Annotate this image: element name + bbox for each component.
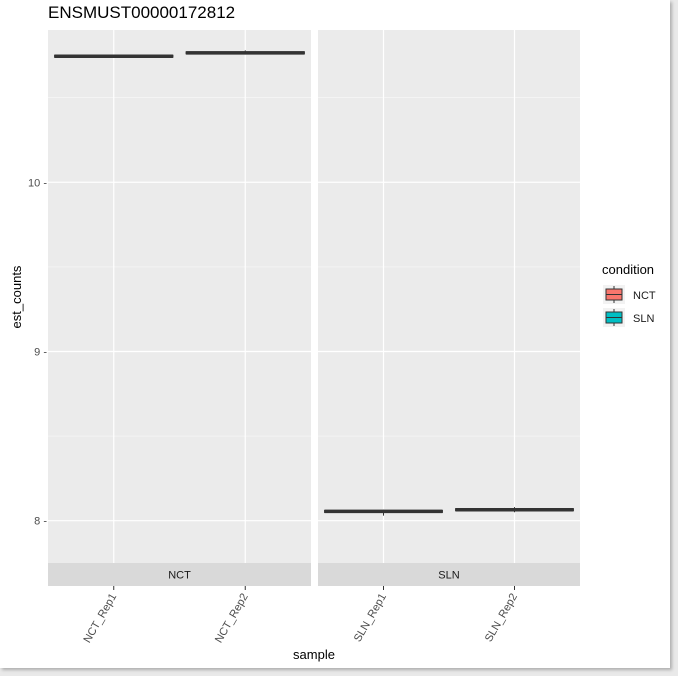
facet-strip-label: NCT [168,570,191,582]
y-axis: 8 - 9 - 10 - [28,177,47,527]
facet-panel-sln: SLN SLN_Rep1 SLN_Rep2 [318,30,580,644]
box-nct-rep2 [185,50,305,55]
y-tick-label: 10 - [28,177,47,189]
y-tick-label: 8 - [34,516,47,528]
facet-panel-nct: NCT NCT_Rep1 NCT_Rep2 [48,30,311,645]
panel-background [48,30,311,563]
x-tick-label: NCT_Rep2 [213,592,251,646]
legend-title: condition [602,262,654,277]
x-tick-label: NCT_Rep1 [81,592,119,646]
facet-strip [48,563,311,586]
x-axis-label: sample [293,647,335,662]
facet-strip [318,563,580,586]
y-tick-label: 9 - [34,346,47,358]
box-sln-rep2 [455,507,574,513]
y-axis-label: est_counts [9,265,24,328]
facet-strip-label: SLN [438,570,459,582]
legend-key-nct [603,285,625,304]
plot-frame: ENSMUST00000172812 est_counts sample NCT… [0,0,670,668]
facet-panels: NCT NCT_Rep1 NCT_Rep2 SLN SLN_Rep1 SLN_Rep2 [48,30,580,645]
legend-key-sln [603,308,625,327]
chart-svg: ENSMUST00000172812 est_counts sample NCT… [9,3,656,662]
panel-background [318,30,580,563]
box-nct-rep1 [54,54,174,58]
legend-label: SLN [633,313,654,325]
x-tick-label: SLN_Rep1 [352,592,389,645]
legend: condition NCT SLN [602,262,656,327]
legend-label: NCT [633,290,656,302]
box-sln-rep1 [324,509,443,516]
chart-title: ENSMUST00000172812 [48,3,235,22]
x-tick-label: SLN_Rep2 [483,592,520,645]
